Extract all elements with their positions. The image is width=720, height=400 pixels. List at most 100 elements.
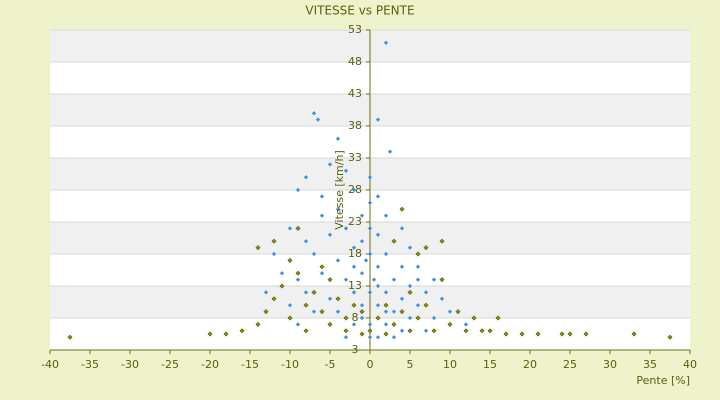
point <box>359 271 365 276</box>
point <box>415 264 421 269</box>
point <box>407 245 413 250</box>
point <box>487 328 493 334</box>
point <box>359 239 365 244</box>
x-tick-label: -10 <box>281 358 299 371</box>
point <box>567 331 573 337</box>
point <box>367 290 373 295</box>
point <box>431 328 437 334</box>
y-tick-label: 38 <box>348 119 362 132</box>
point <box>343 328 349 334</box>
point <box>391 238 397 244</box>
point <box>383 302 389 308</box>
point <box>391 321 397 327</box>
point <box>319 194 325 199</box>
point <box>423 290 429 295</box>
point <box>375 335 381 340</box>
point <box>327 296 333 301</box>
x-tick-label: 20 <box>523 358 537 371</box>
point <box>271 296 277 302</box>
x-tick-label: -25 <box>161 358 179 371</box>
x-tick-label: 40 <box>683 358 697 371</box>
x-tick-label: 25 <box>563 358 577 371</box>
point <box>431 277 437 282</box>
point <box>631 331 637 337</box>
point <box>667 334 673 340</box>
point <box>343 226 349 231</box>
point <box>351 245 357 250</box>
point <box>295 322 301 327</box>
point <box>431 315 437 321</box>
point <box>399 309 405 315</box>
y-tick-label: 48 <box>348 55 362 68</box>
point <box>391 309 397 314</box>
point <box>399 296 405 301</box>
y-tick-label: 23 <box>348 215 362 228</box>
point <box>351 302 357 308</box>
point <box>295 270 301 276</box>
point <box>351 187 357 193</box>
point <box>439 277 445 283</box>
point <box>383 251 389 257</box>
point <box>327 232 333 237</box>
y-tick-label: 53 <box>348 23 362 36</box>
point <box>583 331 589 337</box>
point <box>375 264 381 269</box>
point <box>335 296 341 302</box>
x-tick-label: 5 <box>407 358 414 371</box>
point <box>383 309 389 314</box>
point <box>439 296 445 301</box>
point <box>255 321 261 327</box>
x-axis-label: Pente [%] <box>636 374 690 387</box>
y-tick-label: 8 <box>352 311 359 324</box>
point <box>207 331 213 337</box>
point <box>343 315 349 321</box>
point <box>391 335 397 340</box>
point <box>279 283 285 289</box>
point <box>375 315 381 321</box>
point <box>367 322 373 327</box>
point <box>287 303 293 308</box>
y-tick-label: 3 <box>352 343 359 356</box>
point <box>295 187 301 193</box>
point <box>327 162 333 167</box>
point <box>375 283 381 289</box>
point <box>359 213 365 218</box>
y-axis-label: Vitesse [km/h] <box>333 150 346 230</box>
point <box>383 322 389 327</box>
point <box>375 232 381 237</box>
y-tick-label: 33 <box>348 151 362 164</box>
point <box>303 328 309 334</box>
point <box>455 309 461 315</box>
point <box>383 331 389 337</box>
point <box>367 200 373 205</box>
point <box>367 226 373 231</box>
x-tick-label: 15 <box>483 358 497 371</box>
point <box>479 328 485 334</box>
point <box>287 257 293 263</box>
point <box>375 194 381 199</box>
point <box>303 175 309 180</box>
point <box>415 315 421 321</box>
point <box>335 258 341 263</box>
point <box>407 315 413 321</box>
point <box>407 289 413 295</box>
point <box>311 251 317 257</box>
point <box>367 175 373 180</box>
x-tick-label: 30 <box>603 358 617 371</box>
point <box>407 283 413 289</box>
point <box>351 322 357 327</box>
point <box>399 328 405 333</box>
point <box>463 322 469 327</box>
x-tick-label: 35 <box>643 358 657 371</box>
point <box>303 290 309 295</box>
point <box>351 264 357 269</box>
point <box>343 168 349 173</box>
point <box>363 258 369 263</box>
x-tick-label: -15 <box>241 358 259 371</box>
point <box>271 251 277 257</box>
point <box>271 238 277 244</box>
point <box>319 309 325 315</box>
point <box>383 213 389 218</box>
point <box>447 309 453 314</box>
